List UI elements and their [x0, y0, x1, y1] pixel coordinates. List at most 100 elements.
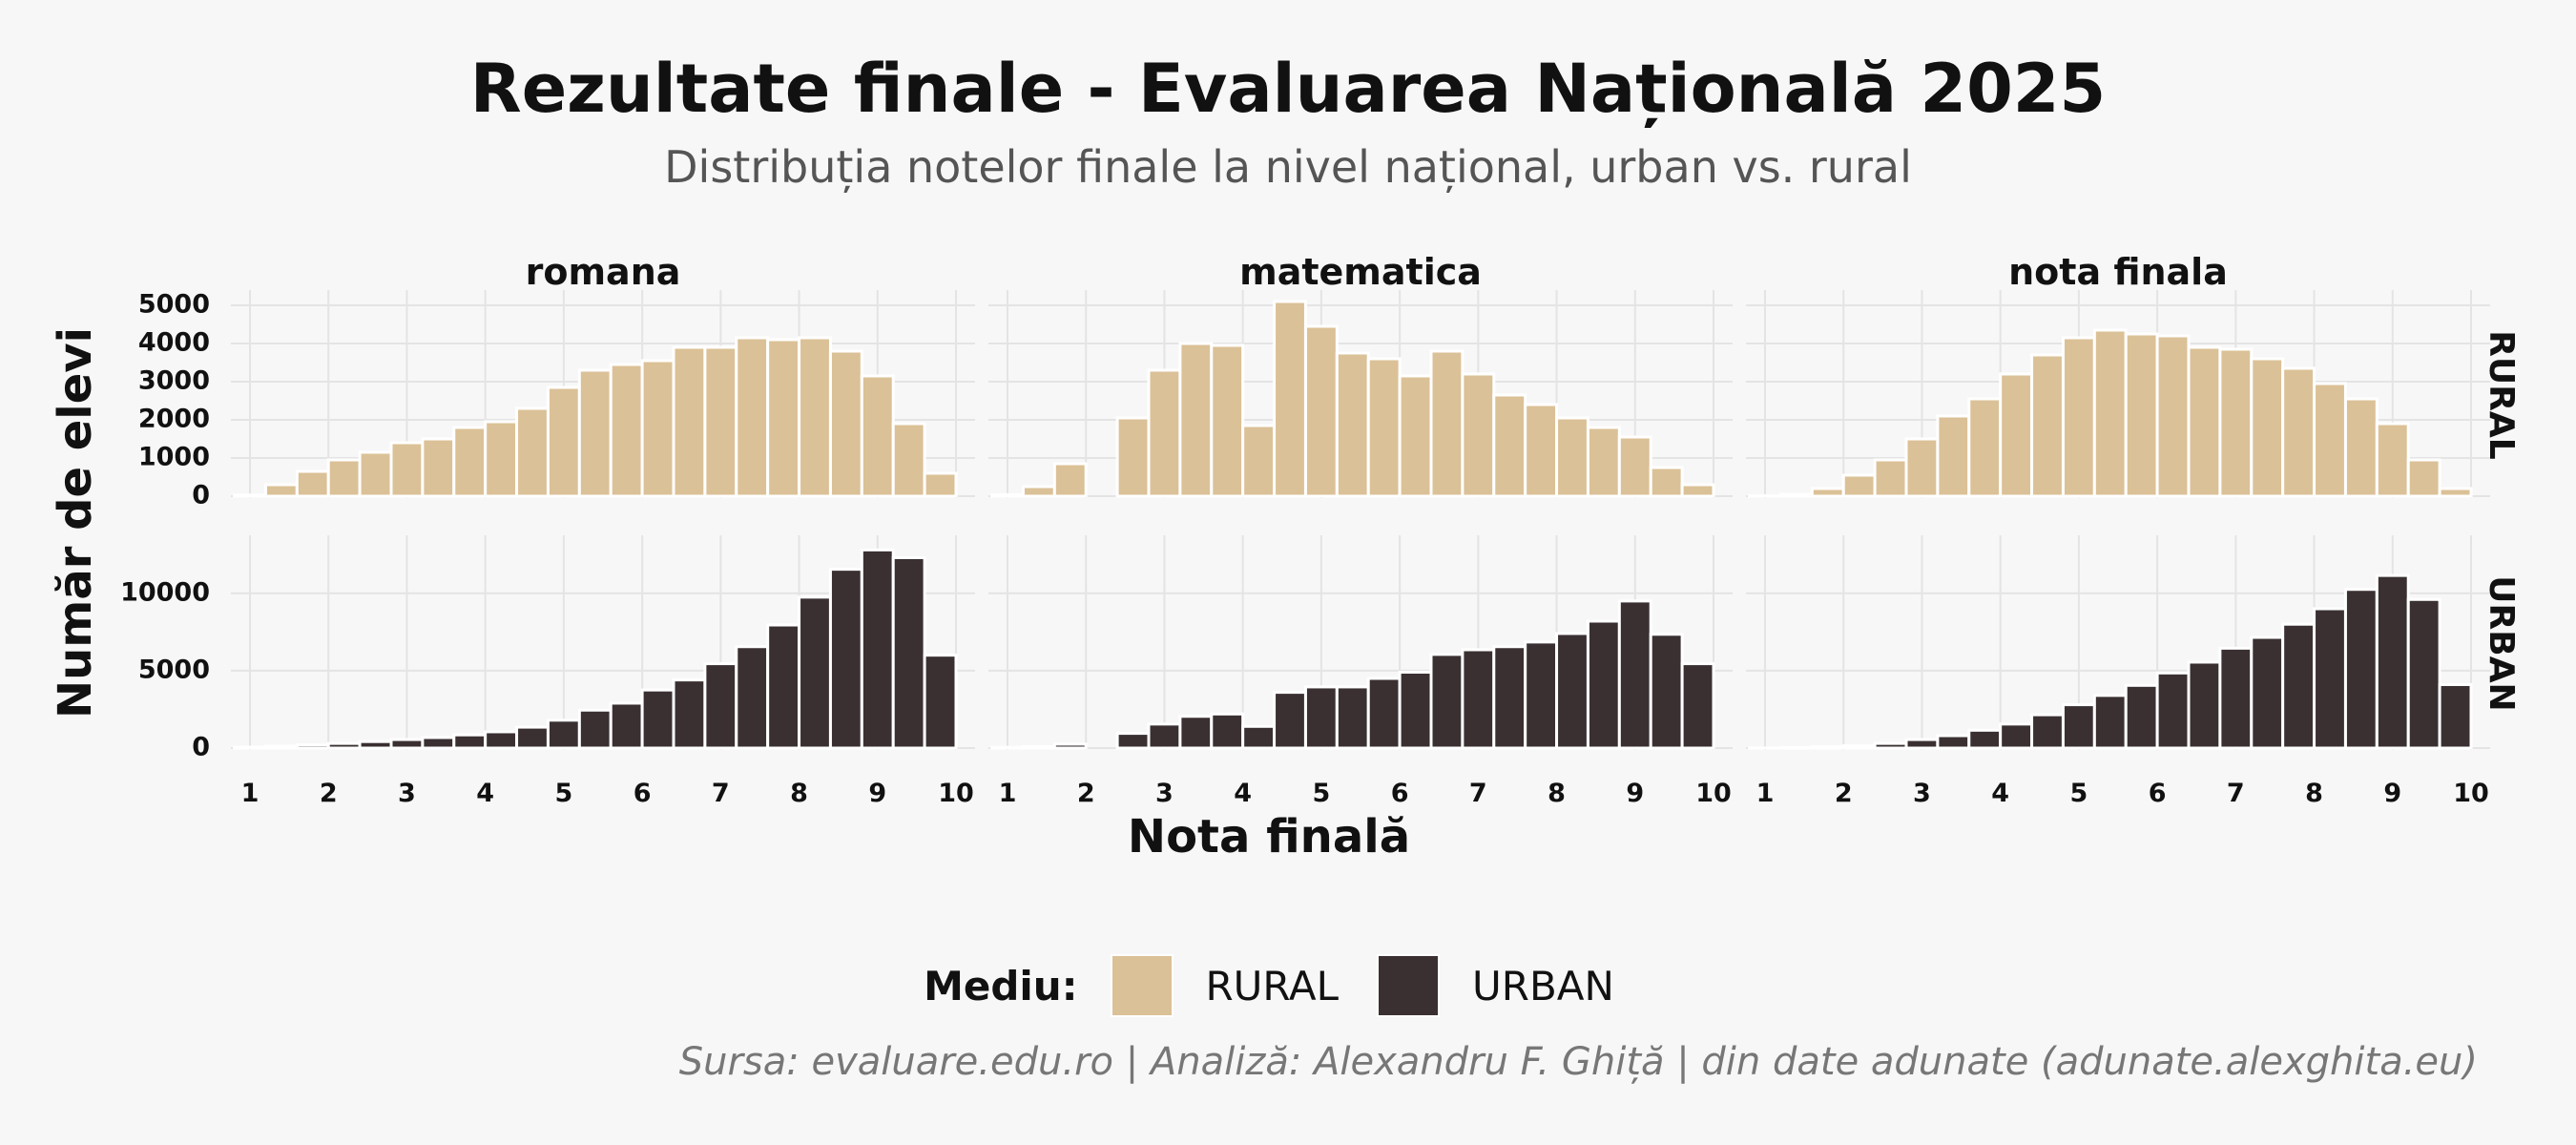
x-tick-label: 3: [1155, 779, 1174, 808]
bar-matematica-rural: [1680, 483, 1715, 498]
bar-matematica-rural: [1178, 342, 1214, 498]
bar-romana-rural: [421, 437, 456, 498]
y-tick-label: 5000: [138, 655, 210, 684]
bar-romana-rural: [609, 363, 644, 498]
bar-romana-urban: [766, 623, 801, 750]
bar-matematica-rural: [1649, 466, 1684, 498]
legend: Mediu: RURAL URBAN: [0, 954, 2576, 1017]
x-tick-label: 4: [1991, 779, 2009, 808]
bar-matematica-urban: [1492, 645, 1527, 750]
bar-matematica-urban: [1555, 632, 1589, 750]
y-tick-label: 3000: [138, 366, 210, 396]
bar-romana-rural: [891, 422, 926, 498]
bar-matematica-urban: [1524, 640, 1559, 750]
x-tick-label: 9: [2383, 779, 2401, 808]
x-tick-label: 5: [554, 779, 572, 808]
x-tick-label: 1: [999, 779, 1017, 808]
bar-romana-urban: [263, 744, 299, 750]
bar-matematica-rural: [1398, 374, 1433, 498]
y-tick-label: 0: [192, 481, 210, 510]
x-tick-label: 4: [1234, 779, 1252, 808]
bar-nota-finala-urban: [2406, 597, 2441, 750]
y-axis-title: Număr de elevi: [49, 327, 102, 718]
bar-romana-urban: [326, 741, 362, 750]
bar-matematica-urban: [1366, 677, 1402, 750]
bar-romana-urban: [923, 654, 958, 750]
bar-matematica-urban: [1303, 685, 1339, 750]
bar-nota-finala-urban: [2438, 682, 2473, 750]
bar-nota-finala-urban: [2061, 703, 2096, 750]
bar-nota-finala-rural: [1936, 414, 1971, 498]
bar-nota-finala-rural: [2281, 366, 2316, 498]
y-tick-label: 2000: [138, 405, 210, 434]
x-tick-label: 2: [1835, 779, 1853, 808]
bar-romana-rural: [577, 368, 613, 498]
bar-nota-finala-urban: [1967, 728, 2003, 750]
bar-matematica-rural: [1617, 435, 1652, 498]
bar-nota-finala-urban: [1999, 722, 2034, 750]
bar-matematica-rural: [1115, 416, 1151, 498]
legend-label-urban: URBAN: [1472, 962, 1614, 1010]
bar-romana-rural: [358, 450, 393, 498]
bar-nota-finala-urban: [2124, 683, 2159, 750]
bar-nota-finala-rural: [2092, 328, 2128, 498]
bar-nota-finala-rural: [1841, 473, 1877, 498]
x-tick-label: 7: [712, 779, 730, 808]
bar-matematica-urban: [1335, 685, 1370, 750]
bar-matematica-rural: [1461, 372, 1496, 498]
bar-romana-rural: [546, 385, 581, 498]
bar-romana-urban: [421, 736, 456, 750]
y-tick-label: 10000: [120, 577, 210, 607]
facet-row-label-rural: RURAL: [2482, 330, 2521, 459]
bar-nota-finala-urban: [2030, 713, 2065, 750]
bar-matematica-rural: [1147, 368, 1182, 498]
x-tick-label: 10: [1695, 779, 1732, 808]
bar-nota-finala-rural: [1778, 492, 1814, 498]
x-tick-label: 5: [1312, 779, 1330, 808]
bar-romana-urban: [484, 730, 519, 750]
bar-romana-urban: [577, 708, 613, 750]
bar-romana-rural: [263, 483, 299, 498]
bar-romana-rural: [484, 420, 519, 498]
bar-nota-finala-rural: [2155, 334, 2191, 498]
bar-nota-finala-urban: [2313, 607, 2347, 750]
chart-subtitle: Distribuția notelor finale la nivel nați…: [664, 141, 1912, 193]
bar-romana-urban: [515, 725, 550, 750]
bar-romana-rural: [828, 349, 863, 498]
facet-column-label-matematica: matematica: [1239, 251, 1482, 293]
bar-matematica-urban: [990, 745, 1025, 750]
y-tick-label: 1000: [138, 443, 210, 472]
bar-matematica-urban: [1586, 619, 1621, 750]
bar-nota-finala-rural: [2343, 397, 2379, 498]
bar-romana-urban: [609, 701, 644, 750]
bar-matematica-urban: [1273, 691, 1307, 750]
bar-romana-rural: [640, 359, 675, 498]
bar-matematica-urban: [1052, 742, 1088, 750]
bar-matematica-urban: [1461, 648, 1496, 750]
bar-romana-urban: [828, 568, 863, 750]
bar-romana-rural: [452, 426, 488, 498]
bar-nota-finala-rural: [2250, 357, 2285, 498]
bar-matematica-rural: [1052, 462, 1088, 498]
bar-romana-urban: [860, 548, 895, 750]
bar-matematica-rural: [1524, 403, 1559, 498]
bar-nota-finala-rural: [2187, 345, 2222, 498]
x-tick-label: 10: [2453, 779, 2489, 808]
bar-romana-urban: [233, 745, 267, 750]
bar-nota-finala-rural: [1999, 372, 2034, 498]
bar-romana-rural: [798, 336, 832, 498]
bar-matematica-rural: [1555, 416, 1589, 498]
bar-matematica-rural: [990, 492, 1025, 498]
facet-row-label-urban: URBAN: [2482, 575, 2521, 711]
bar-matematica-urban: [1649, 633, 1684, 750]
bar-matematica-rural: [1210, 344, 1245, 498]
legend-title: Mediu:: [924, 962, 1078, 1010]
bar-nota-finala-urban: [1841, 744, 1877, 750]
x-tick-label: 5: [2069, 779, 2088, 808]
bar-nota-finala-urban: [1936, 734, 1971, 750]
bar-romana-urban: [703, 662, 738, 750]
bar-nota-finala-rural: [2438, 487, 2473, 498]
bar-matematica-rural: [1273, 300, 1307, 498]
x-tick-label: 10: [938, 779, 974, 808]
bar-nota-finala-urban: [1810, 745, 1845, 750]
